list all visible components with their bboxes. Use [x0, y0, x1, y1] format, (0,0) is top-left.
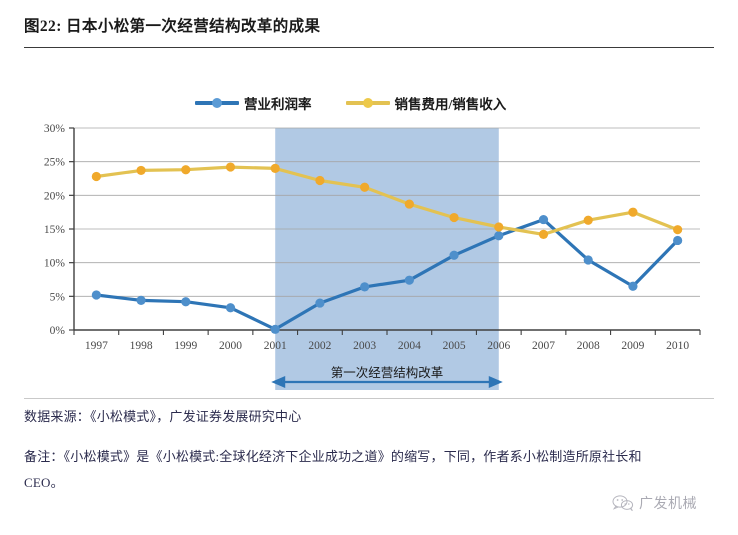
svg-text:2005: 2005: [443, 340, 466, 352]
data-series-group: [91, 162, 683, 334]
chart-legend: 营业利润率 销售费用/销售收入: [195, 92, 555, 114]
svg-text:25%: 25%: [44, 157, 66, 169]
watermark-label: 广发机械: [639, 497, 697, 512]
svg-text:2009: 2009: [621, 340, 644, 352]
svg-text:0%: 0%: [50, 325, 66, 337]
svg-text:20%: 20%: [44, 190, 66, 202]
svg-text:2000: 2000: [219, 340, 242, 352]
watermark: 广发机械: [612, 493, 697, 513]
legend-item-operating-margin: 营业利润率: [195, 93, 312, 113]
footer-note-text: 备注：《小松模式》是《小松模式:全球化经济下企业成功之道》的缩写，下同，作者系小…: [24, 449, 642, 490]
header-divider: [24, 47, 714, 48]
legend-label-operating-margin: 营业利润率: [244, 97, 312, 112]
svg-text:5%: 5%: [50, 291, 66, 303]
svg-text:2007: 2007: [532, 340, 555, 352]
legend-marker-yellow-icon: [345, 96, 390, 110]
svg-text:2001: 2001: [264, 340, 287, 352]
svg-text:2003: 2003: [353, 340, 376, 352]
chart-canvas: 1997 1998 1999 2000 2001 2002 2003 2004 2005 2006…: [44, 123, 701, 390]
wechat-icon: [612, 495, 634, 512]
svg-text:2008: 2008: [577, 340, 600, 352]
legend-label-sales-expense-ratio: 销售费用/销售收入: [394, 97, 507, 112]
data-source-text: 数据来源：《小松模式》，广发证券发展研究中心: [24, 409, 302, 424]
reform-period-band: [275, 128, 499, 390]
footer-divider: [24, 398, 714, 399]
svg-text:2002: 2002: [308, 340, 331, 352]
figure-footer: 数据来源：《小松模式》，广发证券发展研究中心 备注：《小松模式》是《小松模式:全…: [24, 404, 714, 496]
x-axis-ticks: [73, 330, 701, 335]
figure-header: 图22: 日本小松第一次经营结构改革的成果: [24, 14, 714, 48]
svg-text:2010: 2010: [666, 340, 689, 352]
svg-text:2006: 2006: [487, 340, 510, 352]
svg-text:30%: 30%: [44, 123, 66, 135]
y-axis-ticks: [69, 127, 74, 331]
page-title: 图22: 日本小松第一次经营结构改革的成果: [24, 18, 321, 35]
svg-text:1997: 1997: [85, 340, 108, 352]
svg-text:1998: 1998: [130, 340, 153, 352]
period-arrow-icon: [271, 376, 503, 388]
legend-marker-blue-icon: [195, 96, 239, 110]
svg-text:1999: 1999: [174, 340, 197, 352]
legend-item-sales-expense-ratio: 销售费用/销售收入: [345, 93, 507, 113]
svg-text:2004: 2004: [398, 340, 421, 352]
y-axis-labels: 0% 5% 10% 15% 20% 25% 30%: [44, 123, 66, 337]
line-chart: 1997 1998 1999 2000 2001 2002 2003 2004 2005 2006…: [44, 123, 701, 390]
svg-text:10%: 10%: [44, 258, 66, 270]
x-axis-labels: 1997 1998 1999 2000 2001 2002 2003 2004 2005 2006…: [85, 340, 690, 352]
svg-text:15%: 15%: [44, 224, 66, 236]
